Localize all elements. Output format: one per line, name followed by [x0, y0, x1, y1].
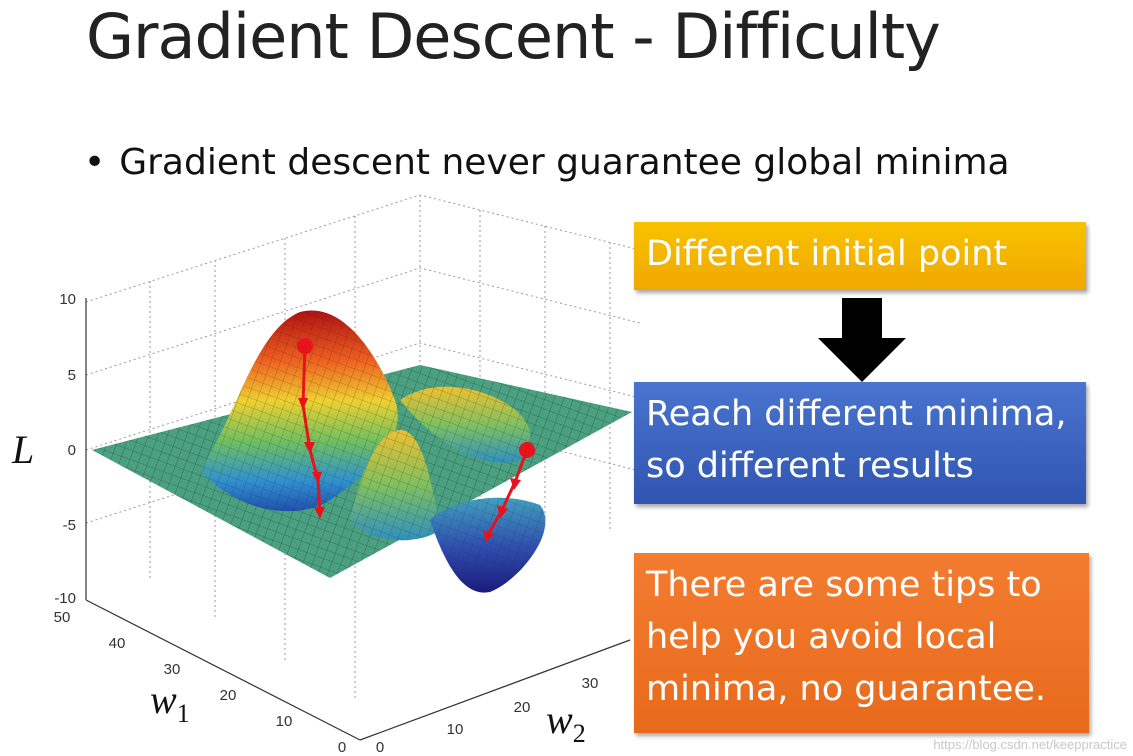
z-tick: -5 [63, 517, 76, 534]
w1-axis-label: w1 [150, 676, 190, 729]
w2-axis-subscript: 2 [572, 719, 586, 748]
z-tick: 10 [59, 291, 76, 308]
z-tick: -10 [54, 590, 76, 607]
w2-tick: 20 [514, 699, 531, 716]
bullet-icon: • [84, 142, 106, 183]
w1-axis-letter: w [150, 677, 177, 722]
loss-surface-plot: 10 5 0 -5 -10 50 40 30 20 10 0 0 10 20 3… [54, 194, 640, 756]
w1-tick: 20 [220, 687, 237, 704]
different-minima-line: so different results [646, 446, 974, 486]
tips-line: minima, no guarantee. [646, 669, 1047, 709]
bullet-text: Gradient descent never guarantee global … [119, 142, 1010, 183]
down-arrow-icon [818, 298, 906, 382]
w2-axis-label: w2 [546, 696, 586, 749]
slide-title: Gradient Descent - Difficulty [86, 0, 941, 73]
bullet-point: • Gradient descent never guarantee global… [84, 142, 1010, 183]
w1-tick: 40 [109, 635, 126, 652]
w2-tick: 10 [447, 721, 464, 738]
z-tick: 5 [68, 367, 76, 384]
w1-axis-subscript: 1 [176, 699, 190, 728]
tips-line: help you avoid local [646, 617, 997, 657]
tips-box: There are some tips to help you avoid lo… [634, 553, 1089, 733]
initial-point-box: Different initial point [634, 222, 1086, 290]
initial-point-text: Different initial point [646, 234, 1008, 274]
w1-tick: 30 [164, 661, 181, 678]
w2-axis-letter: w [546, 697, 573, 742]
z-axis-label: L [12, 427, 35, 472]
watermark: https://blog.csdn.net/keeppractice [933, 737, 1127, 752]
tips-line: There are some tips to [646, 565, 1042, 605]
w2-tick: 30 [582, 675, 599, 692]
w1-tick: 10 [276, 713, 293, 730]
different-minima-line: Reach different minima, [646, 394, 1067, 434]
w2-tick: 0 [376, 739, 384, 756]
z-tick: 0 [68, 442, 76, 459]
w1-tick: 0 [338, 739, 346, 756]
different-minima-box: Reach different minima, so different res… [634, 382, 1086, 504]
w1-tick: 50 [54, 609, 71, 626]
